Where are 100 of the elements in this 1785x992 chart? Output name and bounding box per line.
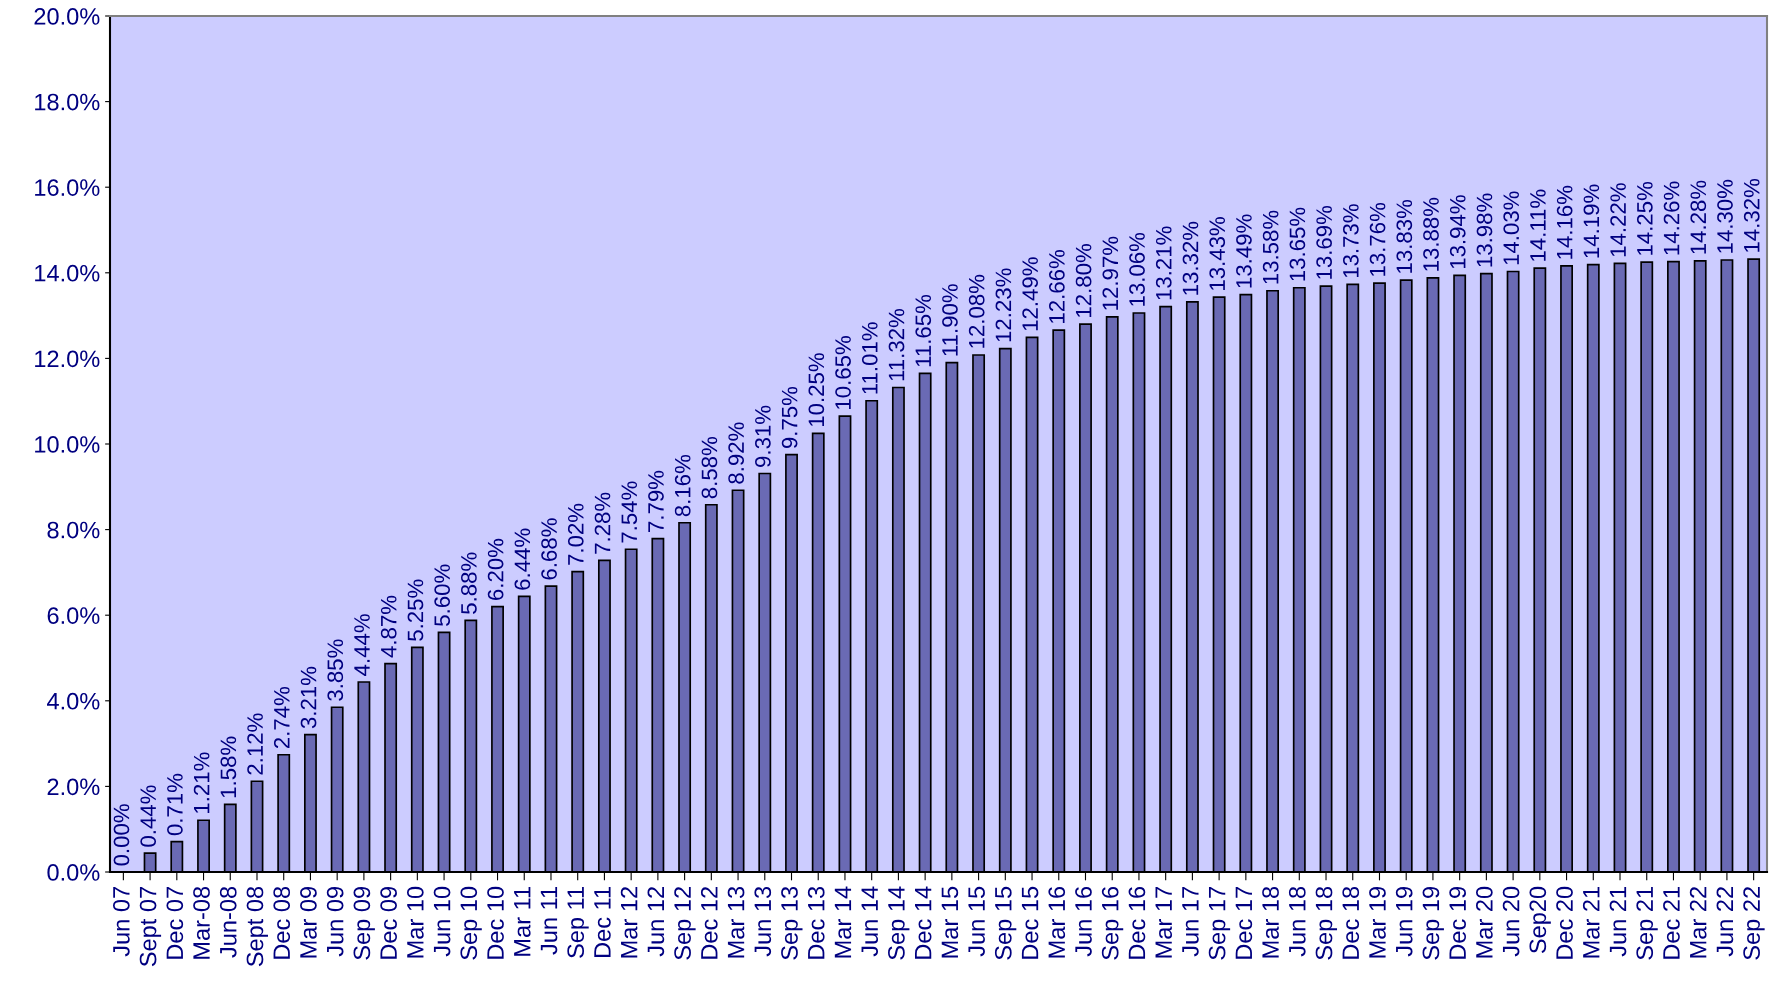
x-tick-label: Sept 08 <box>246 886 268 967</box>
x-tick-label: Jun 18 <box>1288 886 1306 957</box>
data-label: 13.21% <box>1155 226 1172 300</box>
data-label: 8.58% <box>701 437 718 499</box>
data-label: 13.58% <box>1262 210 1279 284</box>
x-tick-label: Mar 09 <box>300 887 317 958</box>
x-tick-label: Dec 10 <box>487 886 504 959</box>
data-label: 10.65% <box>835 336 851 409</box>
data-label: 12.23% <box>995 268 1012 342</box>
x-tick-label: Dec 08 <box>273 886 291 959</box>
data-label: 13.69% <box>1316 205 1332 279</box>
x-tick-label: Dec 15 <box>1021 886 1039 959</box>
data-label: 14.26% <box>1663 181 1680 255</box>
data-label: 12.66% <box>1049 250 1065 323</box>
x-tick-label: Mar 17 <box>1155 887 1173 958</box>
data-label: 7.02% <box>567 503 584 565</box>
x-tick-label: Jun 09 <box>326 887 344 957</box>
x-tick-label: Sep 11 <box>567 887 589 958</box>
data-label: 0.71% <box>167 773 183 836</box>
y-tick-label: 12.0% <box>35 350 100 368</box>
data-label: 13.88% <box>1423 197 1439 271</box>
x-tick-label: Dec 12 <box>700 887 718 959</box>
x-tick-label: Dec 14 <box>915 886 932 959</box>
y-tick-label: 6.0% <box>47 607 100 624</box>
data-label: 14.03% <box>1503 191 1520 265</box>
x-tick-label: Sep 17 <box>1208 887 1231 960</box>
x-tick-label: Mar 12 <box>620 887 638 958</box>
x-tick-label: Sept 07 <box>139 887 162 967</box>
data-label: 9.31% <box>755 405 771 467</box>
data-label: 7.79% <box>648 470 664 532</box>
x-tick-label: Mar 15 <box>941 886 959 958</box>
data-label: 14.22% <box>1610 183 1626 257</box>
data-label: 4.87% <box>380 595 397 658</box>
x-tick-label: Mar 10 <box>406 886 424 958</box>
x-tick-label: Jun 12 <box>647 887 665 957</box>
x-tick-label: Jun 07 <box>112 887 130 957</box>
x-tick-label: Dec 19 <box>1449 887 1466 959</box>
x-tick-label: Jun 15 <box>968 886 985 957</box>
x-tick-label: Jun 16 <box>1075 886 1092 957</box>
data-label: 14.28% <box>1690 180 1707 254</box>
x-tick-label: Sep 12 <box>674 887 696 960</box>
x-tick-label: Mar 14 <box>834 886 852 958</box>
x-tick-label: Mar 21 <box>1582 887 1600 958</box>
x-tick-label: Dec 09 <box>380 887 397 959</box>
data-label: 3.21% <box>300 666 317 729</box>
data-label: 11.01% <box>861 322 878 394</box>
data-label: 12.08% <box>968 274 985 348</box>
x-tick-label: Dec 20 <box>1556 886 1573 959</box>
data-label: 13.98% <box>1476 193 1493 267</box>
x-tick-label: Sep 16 <box>1101 886 1124 960</box>
x-tick-label: Dec 18 <box>1342 886 1360 959</box>
data-label: 14.11% <box>1530 189 1546 261</box>
x-tick-label: Jun 17 <box>1182 887 1199 957</box>
x-tick-label: Sep 09 <box>353 887 375 960</box>
x-tick-label: Jun 20 <box>1502 886 1520 957</box>
data-label: 7.54% <box>621 481 638 543</box>
y-tick-label: 14.0% <box>35 264 100 282</box>
data-label: 4.44% <box>354 614 370 676</box>
x-tick-label: Jun 13 <box>754 886 772 957</box>
y-tick-label: 10.0% <box>35 436 100 453</box>
data-label: 8.16% <box>674 454 691 517</box>
y-tick-label: 4.0% <box>47 692 100 710</box>
data-label: 14.19% <box>1583 184 1600 258</box>
x-tick-label: Jun 10 <box>433 886 451 957</box>
x-tick-label: Mar 13 <box>727 886 745 958</box>
x-tick-label: Dec 16 <box>1128 886 1146 959</box>
x-tick-label: Jun 22 <box>1716 887 1734 957</box>
y-tick-label: 20.0% <box>34 8 100 25</box>
data-label: 1.21% <box>193 752 210 813</box>
x-tick-label: Sep 19 <box>1422 887 1444 960</box>
x-tick-label: Sep 22 <box>1743 887 1765 960</box>
x-tick-label: Dec 21 <box>1663 887 1680 959</box>
data-label: 1.58% <box>220 736 237 798</box>
data-label: 13.06% <box>1129 232 1145 306</box>
x-tick-label: Sep20 <box>1529 886 1551 954</box>
x-tick-label: Dec 13 <box>807 886 825 959</box>
x-tick-label: Sep 10 <box>460 886 482 960</box>
data-label: 13.65% <box>1289 207 1306 281</box>
data-label: 11.32% <box>888 309 905 381</box>
data-label: 5.25% <box>407 579 424 641</box>
y-tick-label: 2.0% <box>47 778 100 796</box>
y-tick-label: 8.0% <box>47 521 100 539</box>
x-tick-label: Mar 11 <box>514 887 531 956</box>
data-label: 12.49% <box>1022 257 1039 331</box>
data-label: 10.25% <box>808 353 825 427</box>
x-tick-label: Sep 21 <box>1636 887 1658 960</box>
data-label: 5.60% <box>434 564 451 626</box>
x-tick-label: Dec 07 <box>166 887 184 959</box>
data-label: 0.00% <box>113 804 130 866</box>
x-tick-label: Mar 16 <box>1048 886 1066 958</box>
x-tick-label: Jun 11 <box>540 887 558 955</box>
data-label: 2.74% <box>273 686 290 749</box>
y-tick-label: 18.0% <box>35 93 100 111</box>
data-label: 9.75% <box>781 386 798 449</box>
data-label: 7.28% <box>594 492 611 554</box>
data-label: 14.32% <box>1743 178 1760 252</box>
x-tick-label: Sep 15 <box>994 886 1017 960</box>
x-tick-label: Jun-08 <box>219 886 237 958</box>
data-label: 13.94% <box>1449 195 1466 269</box>
x-tick-label: Jun 14 <box>861 886 879 957</box>
